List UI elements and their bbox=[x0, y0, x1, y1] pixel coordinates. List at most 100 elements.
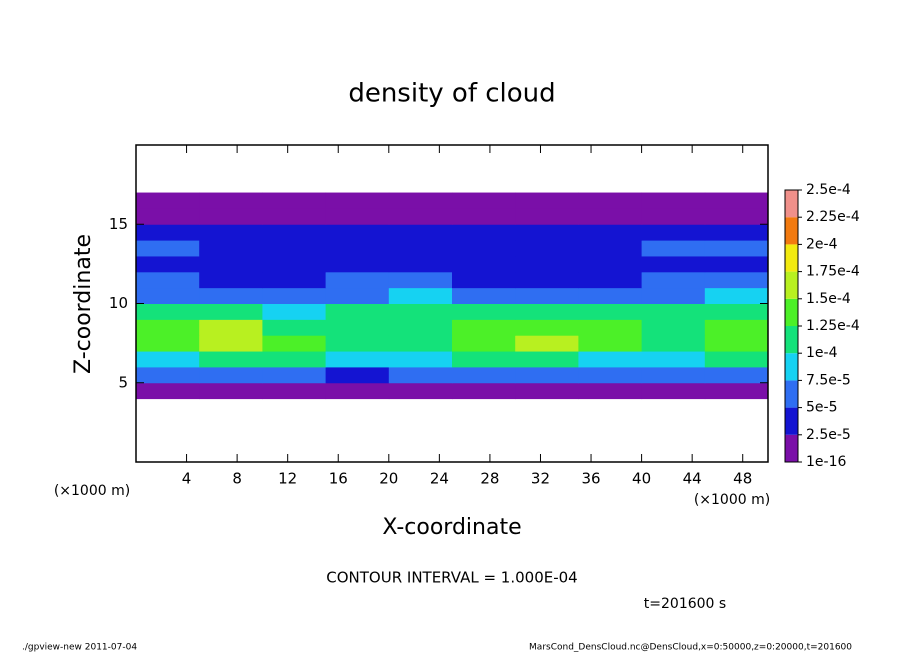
heat-cell bbox=[388, 366, 453, 384]
heat-cell bbox=[578, 208, 643, 225]
heat-cell bbox=[262, 366, 327, 384]
heat-cell bbox=[325, 287, 390, 304]
heat-cell bbox=[641, 335, 706, 352]
heat-cell bbox=[199, 255, 263, 273]
heat-cell bbox=[199, 351, 263, 368]
heat-cell bbox=[704, 382, 769, 400]
y-axis-label: Z-coordinate bbox=[71, 234, 96, 374]
heat-cell bbox=[704, 351, 769, 368]
heat-cell bbox=[704, 366, 769, 384]
colorbar-label: 7.5e-5 bbox=[806, 372, 851, 388]
heat-cell bbox=[325, 335, 390, 352]
y-tick-label: 10 bbox=[109, 294, 128, 312]
time-note: t=201600 s bbox=[644, 596, 726, 612]
x-tick-label: 4 bbox=[182, 470, 192, 488]
heat-cell bbox=[704, 271, 769, 289]
heat-cell bbox=[452, 287, 516, 304]
heat-cell bbox=[325, 208, 390, 225]
heat-cell bbox=[136, 271, 200, 289]
heat-cell bbox=[704, 208, 769, 225]
heat-cell bbox=[388, 208, 453, 225]
footer-right: MarsCond_DensCloud.nc@DensCloud,x=0:5000… bbox=[529, 643, 852, 653]
heat-cell bbox=[641, 224, 706, 241]
heat-cell bbox=[199, 335, 263, 352]
heat-cell bbox=[515, 255, 579, 273]
heat-cell bbox=[325, 319, 390, 336]
heat-cell bbox=[262, 287, 327, 304]
heat-cell bbox=[641, 255, 706, 273]
heat-cell bbox=[199, 303, 263, 320]
heat-cell bbox=[325, 240, 390, 257]
heat-cell bbox=[262, 255, 327, 273]
colorbar-swatch bbox=[785, 190, 798, 218]
x-tick-label: 36 bbox=[581, 470, 600, 488]
colorbar-label: 1.25e-4 bbox=[806, 318, 860, 334]
heat-cell bbox=[578, 255, 643, 273]
heat-cell bbox=[136, 192, 200, 209]
heat-cell bbox=[641, 319, 706, 336]
colorbar-swatch bbox=[785, 271, 798, 299]
heat-cell bbox=[578, 319, 643, 336]
heat-cell bbox=[452, 351, 516, 368]
heat-cell bbox=[388, 303, 453, 320]
heat-cell bbox=[641, 351, 706, 368]
heat-cell bbox=[452, 255, 516, 273]
x-tick-label: 8 bbox=[232, 470, 242, 488]
heat-cell bbox=[641, 366, 706, 384]
colorbar-label: 2.5e-5 bbox=[806, 427, 851, 443]
colorbar-swatch bbox=[785, 326, 798, 354]
heat-cell bbox=[262, 271, 327, 289]
x-tick-label: 16 bbox=[329, 470, 348, 488]
heat-cell bbox=[578, 335, 643, 352]
heat-cell bbox=[515, 192, 579, 209]
heat-cell bbox=[578, 287, 643, 304]
heat-cell bbox=[641, 240, 706, 257]
colorbar-label: 2.25e-4 bbox=[806, 209, 860, 225]
heat-cell bbox=[262, 319, 327, 336]
heat-cell bbox=[136, 208, 200, 225]
heat-cell bbox=[388, 351, 453, 368]
heat-cell bbox=[515, 224, 579, 241]
x-tick-label: 24 bbox=[430, 470, 449, 488]
heat-cell bbox=[452, 192, 516, 209]
heat-cell bbox=[704, 287, 769, 304]
heat-cell bbox=[641, 192, 706, 209]
heat-cell bbox=[704, 192, 769, 209]
colorbar-swatch bbox=[785, 407, 798, 435]
heat-cell bbox=[578, 366, 643, 384]
heat-cell bbox=[262, 240, 327, 257]
heat-cell bbox=[199, 240, 263, 257]
heat-cell bbox=[578, 303, 643, 320]
y-tick-label: 15 bbox=[109, 215, 128, 233]
colorbar-swatch bbox=[785, 353, 798, 381]
colorbar-label: 2e-4 bbox=[806, 236, 838, 252]
heat-cell bbox=[515, 287, 579, 304]
heat-cell bbox=[325, 192, 390, 209]
x-tick-label: 44 bbox=[683, 470, 702, 488]
heat-cell bbox=[325, 351, 390, 368]
heat-cell bbox=[704, 303, 769, 320]
heat-cell bbox=[641, 271, 706, 289]
heat-cell bbox=[199, 287, 263, 304]
heat-cell bbox=[199, 319, 263, 336]
heat-cell bbox=[515, 319, 579, 336]
chart-title: density of cloud bbox=[348, 79, 555, 109]
heat-cell bbox=[641, 208, 706, 225]
colorbar-swatch bbox=[785, 380, 798, 408]
heat-cell bbox=[578, 382, 643, 400]
heat-cell bbox=[704, 224, 769, 241]
heat-cell bbox=[515, 335, 579, 352]
heat-cell bbox=[136, 287, 200, 304]
heat-cell bbox=[388, 335, 453, 352]
heat-cell bbox=[136, 224, 200, 241]
heat-cell bbox=[515, 208, 579, 225]
heat-cell bbox=[515, 382, 579, 400]
heat-cell bbox=[388, 319, 453, 336]
heat-cell bbox=[199, 382, 263, 400]
heat-cell bbox=[199, 208, 263, 225]
heat-cell bbox=[325, 382, 390, 400]
heat-cell bbox=[262, 208, 327, 225]
contour-note: CONTOUR INTERVAL = 1.000E-04 bbox=[326, 569, 577, 587]
heat-cell bbox=[641, 287, 706, 304]
